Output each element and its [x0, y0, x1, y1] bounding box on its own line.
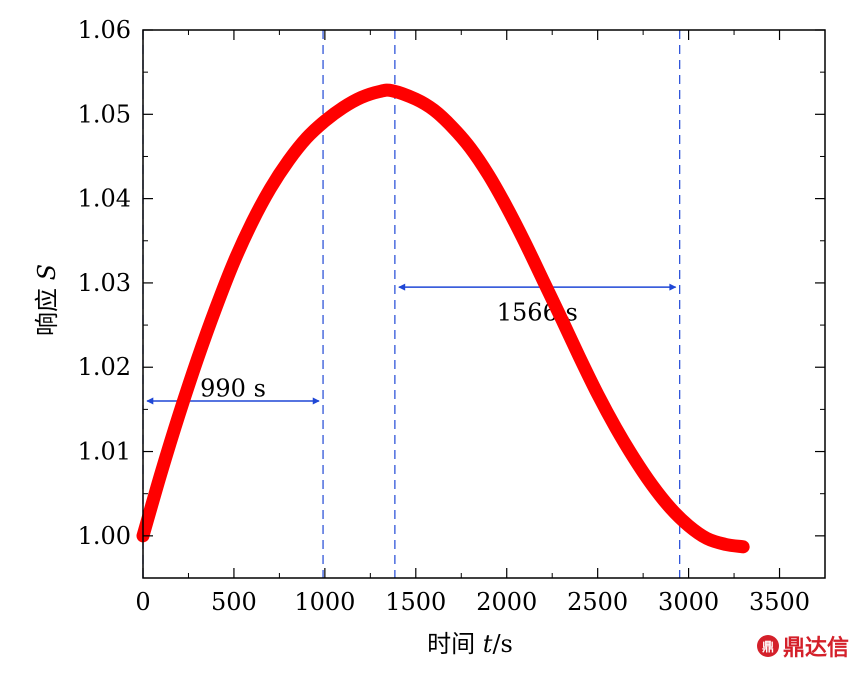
y-tick-label: 1.06 [78, 16, 131, 44]
interval-label: 990 s [200, 374, 266, 402]
axis-ticks: 0 500 1000 1500 2000 2500 3000 3500 1.00 1.01 1.02… [78, 16, 825, 616]
y-axis-title-prefix: 响应 [33, 280, 61, 336]
x-tick-label: 3000 [658, 588, 719, 616]
y-axis-title-var: S [33, 264, 61, 280]
x-tick-label: 2000 [476, 588, 537, 616]
y-tick-label: 1.03 [78, 269, 131, 297]
plot-frame [142, 29, 826, 579]
x-tick-label: 0 [135, 588, 150, 616]
x-axis-title-unit: /s [492, 630, 512, 658]
y-tick-label: 1.02 [78, 353, 131, 381]
x-axis-title: 时间 t/s [427, 630, 513, 658]
x-tick-label: 2500 [567, 588, 628, 616]
x-axis-title-prefix: 时间 [427, 630, 483, 658]
x-tick-label: 500 [211, 588, 257, 616]
y-tick-label: 1.05 [78, 100, 131, 128]
y-tick-label: 1.04 [78, 185, 131, 213]
x-tick-label: 3500 [749, 588, 810, 616]
x-axis-title-var: t [483, 630, 493, 658]
y-tick-label: 1.01 [78, 438, 131, 466]
y-axis-title: 响应 S [33, 264, 61, 336]
watermark: 鼎 鼎达信 [756, 630, 849, 662]
series-line-S [136, 83, 750, 554]
x-tick-label: 1000 [294, 588, 355, 616]
y-tick-label: 1.00 [78, 522, 131, 550]
series-layer [136, 83, 750, 554]
watermark-text: 鼎达信 [782, 636, 849, 661]
x-tick-label: 1500 [385, 588, 446, 616]
watermark-logo-icon: 鼎 [756, 635, 779, 657]
